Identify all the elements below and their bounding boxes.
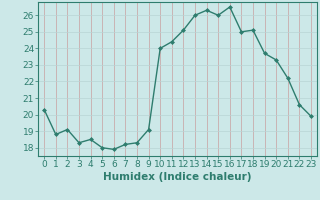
X-axis label: Humidex (Indice chaleur): Humidex (Indice chaleur)	[103, 172, 252, 182]
